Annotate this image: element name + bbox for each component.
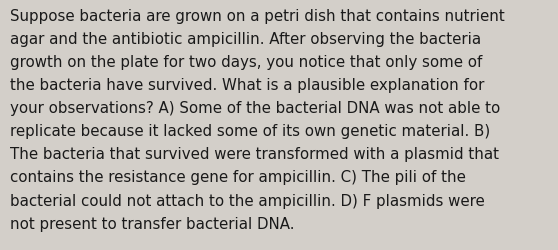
Text: the bacteria have survived. What is a plausible explanation for: the bacteria have survived. What is a pl… xyxy=(10,78,484,93)
Text: contains the resistance gene for ampicillin. C) The pili of the: contains the resistance gene for ampicil… xyxy=(10,170,466,185)
Text: Suppose bacteria are grown on a petri dish that contains nutrient: Suppose bacteria are grown on a petri di… xyxy=(10,9,505,24)
Text: bacterial could not attach to the ampicillin. D) F plasmids were: bacterial could not attach to the ampici… xyxy=(10,193,485,208)
Text: replicate because it lacked some of its own genetic material. B): replicate because it lacked some of its … xyxy=(10,124,490,139)
Text: your observations? A) Some of the bacterial DNA was not able to: your observations? A) Some of the bacter… xyxy=(10,101,501,116)
Text: not present to transfer bacterial DNA.: not present to transfer bacterial DNA. xyxy=(10,216,295,231)
Text: growth on the plate for two days, you notice that only some of: growth on the plate for two days, you no… xyxy=(10,55,483,70)
Text: The bacteria that survived were transformed with a plasmid that: The bacteria that survived were transfor… xyxy=(10,147,499,162)
Text: agar and the antibiotic ampicillin. After observing the bacteria: agar and the antibiotic ampicillin. Afte… xyxy=(10,32,481,47)
